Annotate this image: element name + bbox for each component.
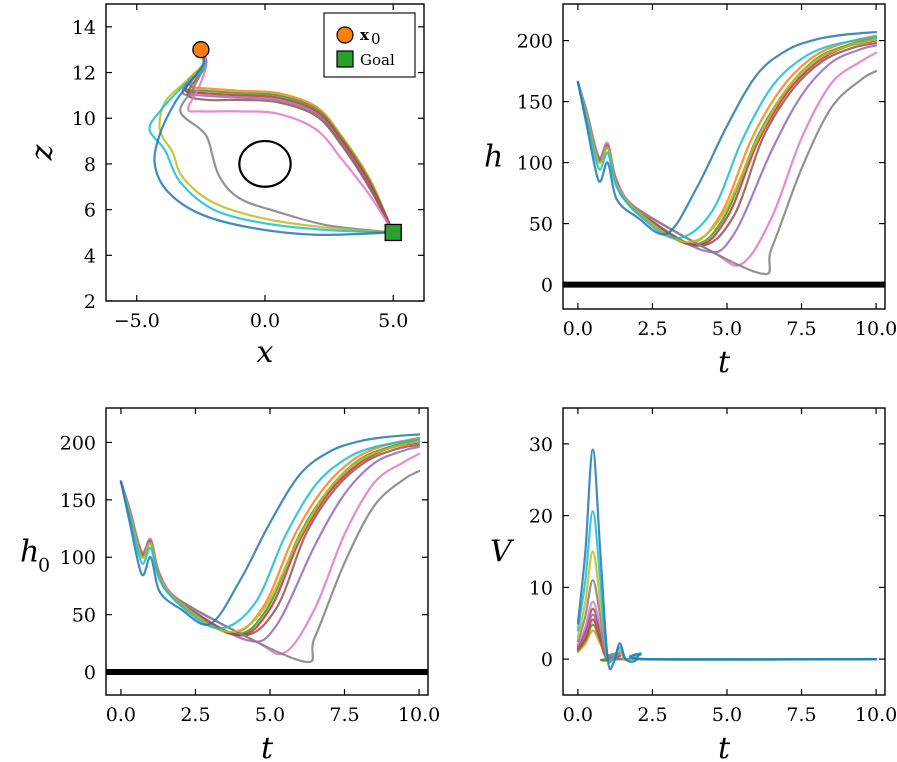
y-tick-label-V-0: 0 xyxy=(541,649,553,671)
series-line-trajectories-2 xyxy=(158,48,395,234)
x-tick-label-V-3: 7.5 xyxy=(786,704,816,726)
series-line-h-3 xyxy=(576,70,878,276)
x-tick-label-h0-1: 2.5 xyxy=(180,704,210,726)
x-tick-label-h0-2: 5.0 xyxy=(255,704,285,726)
legend-goal-marker xyxy=(336,50,354,68)
axes-frame-h0 xyxy=(105,407,429,696)
series-line-trajectories-3 xyxy=(179,48,395,234)
series-line-h0-4 xyxy=(119,452,421,656)
series-line-h0-1 xyxy=(119,437,421,630)
y-tick-label-h0-3: 150 xyxy=(60,490,96,512)
x-tick-label-h-4: 10.0 xyxy=(855,318,897,340)
series-line-h0-5 xyxy=(119,443,421,637)
goal-marker xyxy=(384,223,402,242)
series-line-V-0 xyxy=(576,448,878,671)
x-tick-label-trajectories-1: 0.0 xyxy=(250,310,280,332)
axes-frame-h xyxy=(562,3,886,310)
y-axis-label-V: V xyxy=(490,535,515,570)
y-axis-label-trajectories: z xyxy=(25,144,60,161)
y-tick-label-trajectories-3: 8 xyxy=(84,154,96,176)
y-tick-label-h-0: 0 xyxy=(541,275,553,297)
plot-area-h0 xyxy=(106,433,428,676)
panel-h: 0.0 2.5 5.0 7.5 10.0 0 50 100 150 200 t h xyxy=(484,3,897,380)
x-tick-label-h0-4: 10.0 xyxy=(398,704,440,726)
y-tick-label-V-3: 30 xyxy=(529,434,553,456)
y-tick-label-trajectories-5: 12 xyxy=(72,63,96,85)
series-line-h-7 xyxy=(576,39,878,247)
series-line-h0-7 xyxy=(119,441,421,637)
series-line-trajectories-0 xyxy=(153,48,395,236)
x-tick-label-trajectories-0: −5.0 xyxy=(114,310,160,332)
series-line-h0-6 xyxy=(119,445,421,643)
legend-start-marker xyxy=(336,26,354,44)
x-tick-label-h0-0: 0.0 xyxy=(106,704,136,726)
y-axis-label-h0: h xyxy=(20,535,39,570)
start-marker xyxy=(192,41,210,59)
y-tick-label-h0-2: 100 xyxy=(60,547,96,569)
x-axis-label-trajectories: x xyxy=(257,335,274,370)
x-axis-label-V: t xyxy=(718,731,731,762)
y-tick-label-h0-1: 50 xyxy=(72,605,96,627)
y-tick-label-V-2: 20 xyxy=(529,506,553,528)
plot-area-V xyxy=(576,448,878,671)
y-tick-label-h0-4: 200 xyxy=(60,432,96,454)
x-tick-label-h0-3: 7.5 xyxy=(329,704,359,726)
x-tick-label-h-1: 2.5 xyxy=(637,318,667,340)
y-tick-label-h-4: 200 xyxy=(517,31,553,53)
series-line-h-2 xyxy=(576,38,878,244)
y-tick-label-trajectories-6: 14 xyxy=(72,17,96,39)
series-line-trajectories-1 xyxy=(148,48,395,234)
x-tick-label-V-0: 0.0 xyxy=(563,704,593,726)
y-axis-label-h: h xyxy=(484,140,503,175)
series-line-trajectories-4 xyxy=(186,48,395,234)
y-tick-label-h-1: 50 xyxy=(529,214,553,236)
series-line-V-1 xyxy=(576,510,878,664)
series-line-V-2 xyxy=(576,550,878,663)
y-tick-label-trajectories-0: 2 xyxy=(84,291,96,313)
x-axis-label-h: t xyxy=(718,345,731,380)
x-tick-label-h-2: 5.0 xyxy=(712,318,742,340)
x-tick-label-V-1: 2.5 xyxy=(637,704,667,726)
obstacle-circle xyxy=(238,139,292,188)
series-line-h0-3 xyxy=(119,470,421,664)
plot-area-h xyxy=(563,30,885,288)
series-line-h-6 xyxy=(576,44,878,254)
x-axis-label-h0: t xyxy=(261,731,274,762)
series-line-h0-2 xyxy=(119,440,421,633)
y-tick-label-h0-0: 0 xyxy=(84,662,96,684)
series-line-h-5 xyxy=(576,41,878,247)
x-tick-label-h-0: 0.0 xyxy=(563,318,593,340)
y-tick-label-h-3: 150 xyxy=(517,92,553,114)
x-tick-label-V-4: 10.0 xyxy=(855,704,897,726)
legend-goal-label: Goal xyxy=(360,51,395,69)
x-tick-label-h-3: 7.5 xyxy=(786,318,816,340)
x-tick-label-trajectories-2: 5.0 xyxy=(378,310,408,332)
y-tick-label-trajectories-2: 6 xyxy=(84,200,96,222)
y-axis-label-sub-h0: 0 xyxy=(38,555,50,577)
y-tick-label-trajectories-4: 10 xyxy=(72,108,96,130)
plot-area-trajectories xyxy=(148,48,395,236)
axes-frame-V xyxy=(562,407,886,696)
y-tick-label-V-1: 10 xyxy=(529,577,553,599)
series-line-h0-0 xyxy=(119,433,421,626)
panel-V: 0.0 2.5 5.0 7.5 10.0 0 10 20 30 t V xyxy=(490,407,897,762)
legend: x 0 Goal xyxy=(323,12,416,78)
x-tick-label-V-2: 5.0 xyxy=(712,704,742,726)
series-line-h0-8 xyxy=(119,439,421,636)
y-tick-label-trajectories-1: 4 xyxy=(84,245,96,267)
legend-start-label: x xyxy=(360,26,370,44)
y-tick-label-h-2: 100 xyxy=(517,153,553,175)
series-line-h-4 xyxy=(576,51,878,267)
series-line-h-8 xyxy=(576,37,878,246)
series-line-h-0 xyxy=(576,30,878,236)
series-line-h-1 xyxy=(576,35,878,240)
legend-start-sub: 0 xyxy=(371,30,381,48)
